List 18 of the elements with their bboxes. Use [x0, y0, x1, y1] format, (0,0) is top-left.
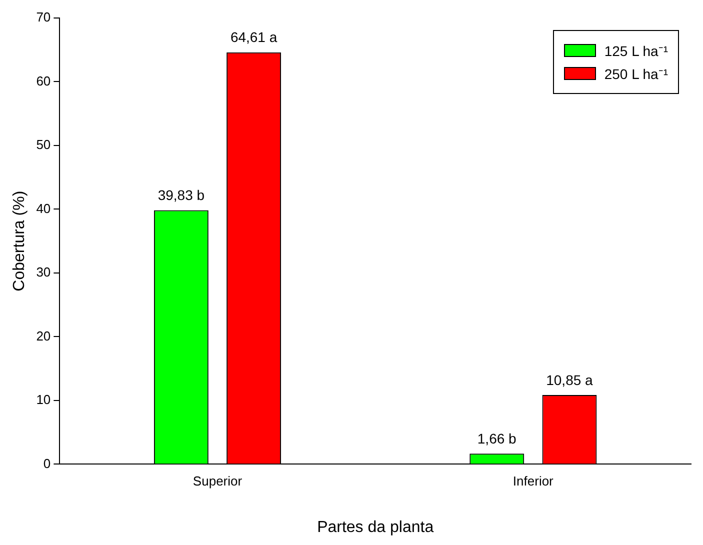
data-label: 64,61 a [230, 29, 278, 46]
y-tick-label: 40 [36, 200, 51, 216]
x-tick-label: Superior [192, 474, 243, 489]
y-tick-label: 0 [43, 456, 51, 471]
x-axis-title: Partes da planta [317, 518, 434, 536]
data-label: 10,85 a [546, 372, 594, 388]
y-tick-label: 20 [36, 328, 51, 344]
y-tick-label: 70 [36, 10, 51, 25]
y-tick-label: 10 [36, 392, 51, 408]
legend-label: 125 L ha⁻¹ [604, 42, 668, 60]
data-label: 1,66 b [477, 430, 517, 446]
y-tick-label: 30 [36, 264, 51, 280]
data-label: 39,83 b [158, 187, 205, 204]
x-tick-label: Inferior [512, 474, 554, 489]
y-axis-title: Cobertura (%) [11, 190, 28, 292]
y-tick-label: 60 [36, 73, 51, 88]
y-tick-label: 50 [36, 137, 51, 152]
legend-label: 250 L ha⁻¹ [604, 65, 668, 83]
